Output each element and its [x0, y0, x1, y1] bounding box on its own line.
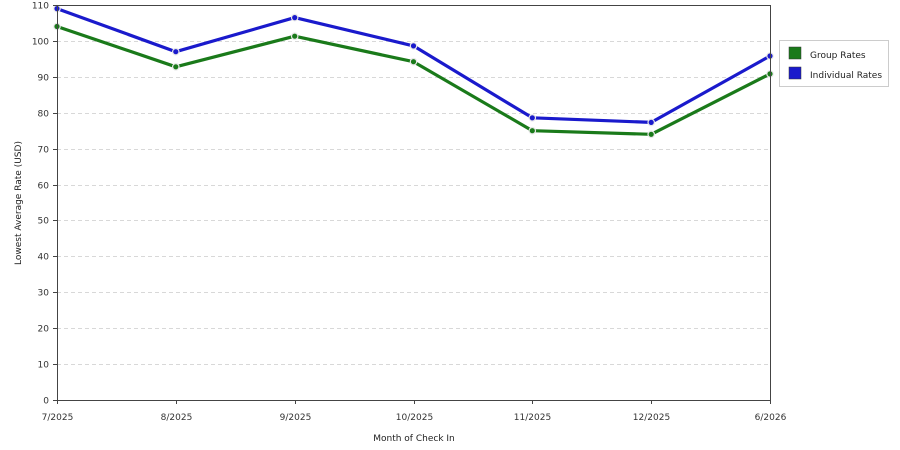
y-tick-label: 110	[32, 2, 49, 12]
gridlines	[57, 41, 770, 365]
x-tick-label: 9/2025	[280, 413, 312, 423]
x-tick-label: 8/2025	[161, 413, 193, 423]
legend-swatch-group	[788, 46, 802, 60]
legend-swatch-individual	[788, 66, 802, 80]
data-point	[528, 114, 537, 122]
y-tick-label: 70	[38, 146, 50, 156]
data-point	[172, 47, 180, 56]
y-tick-label: 40	[38, 253, 50, 263]
data-point	[290, 32, 299, 41]
y-tick-label: 10	[38, 361, 50, 371]
x-tick-label: 10/2025	[396, 413, 433, 423]
data-point	[172, 63, 180, 71]
y-tick-label: 0	[43, 397, 49, 407]
data-point	[290, 13, 299, 22]
y-tick-label: 50	[38, 217, 50, 227]
x-tick-labels: 7/2025 8/2025 9/2025 10/2025 11/2025 12/2025 6…	[42, 400, 787, 423]
y-tick-label: 60	[38, 182, 50, 192]
y-tick-label: 80	[38, 110, 50, 120]
legend: Group Rates Individual Rates	[779, 40, 889, 87]
data-point	[409, 42, 418, 50]
x-axis-title: Month of Check In	[373, 434, 455, 444]
y-tick-label: 90	[38, 74, 50, 84]
x-tick-label: 7/2025	[42, 413, 74, 423]
y-tick-label: 100	[32, 38, 49, 48]
data-point	[647, 130, 656, 139]
legend-label-individual: Individual Rates	[810, 71, 882, 81]
data-point	[409, 57, 418, 66]
x-tick-label: 12/2025	[633, 413, 670, 423]
data-point	[647, 118, 656, 127]
y-tick-label: 30	[38, 289, 50, 299]
x-tick-label: 11/2025	[514, 413, 551, 423]
y-tick-labels: 0 10 20 30 40 50 60 70 80 90 100 110	[32, 2, 57, 407]
y-tick-label: 20	[38, 325, 50, 335]
x-tick-label: 6/2026	[755, 413, 787, 423]
y-axis-title: Lowest Average Rate (USD)	[14, 141, 24, 265]
series-layer	[53, 4, 774, 139]
data-point	[528, 126, 537, 135]
legend-label-group: Group Rates	[810, 51, 866, 61]
